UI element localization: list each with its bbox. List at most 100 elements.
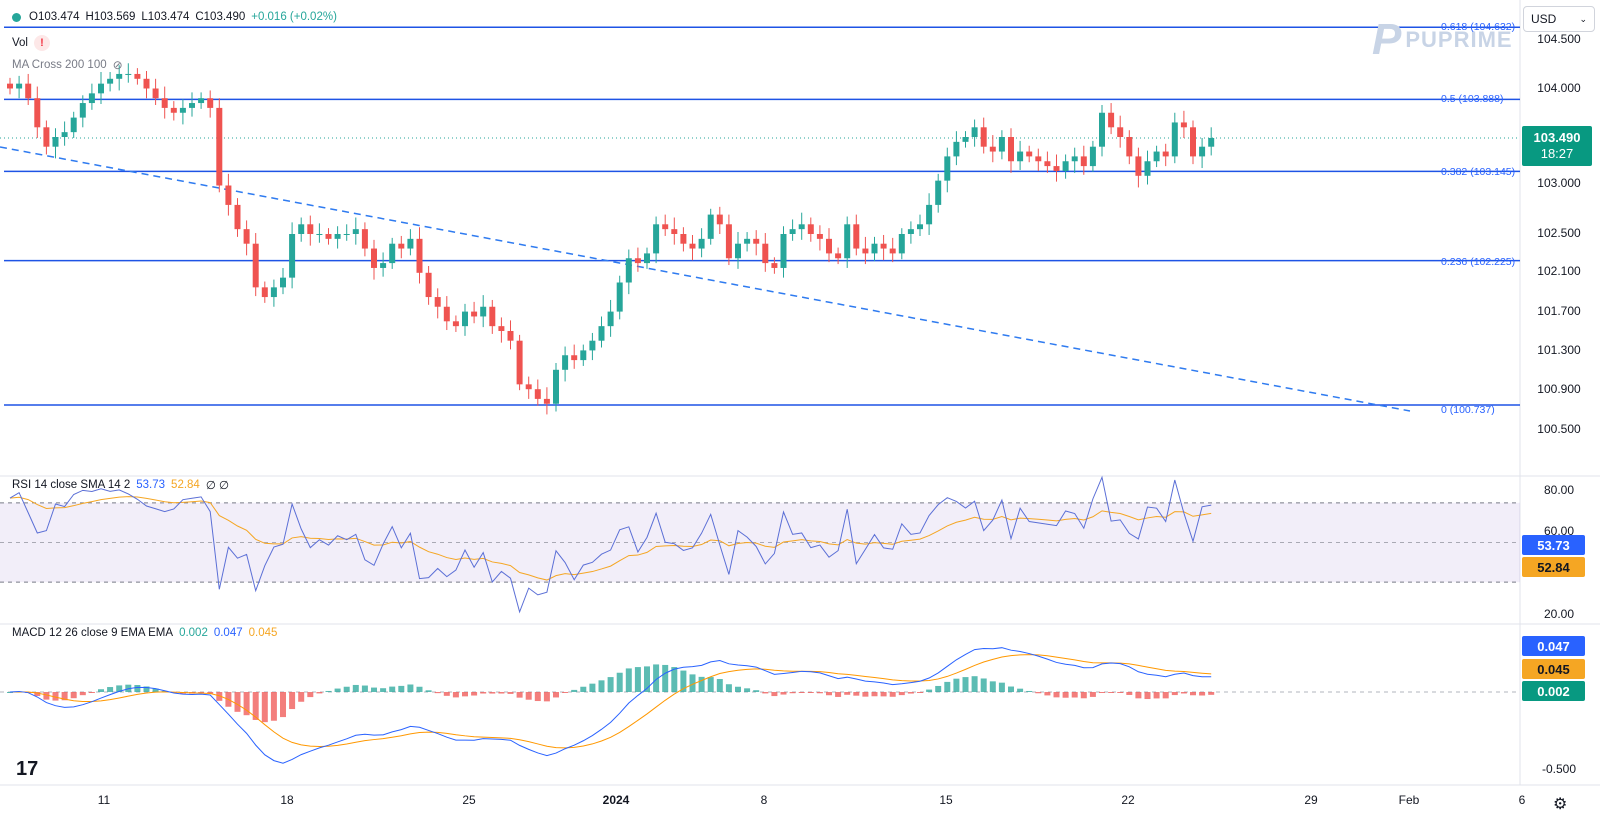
macd-histogram-bar: [389, 686, 396, 692]
macd-histogram-bar: [689, 674, 696, 692]
candle-body: [1080, 156, 1087, 167]
macd-histogram-bar: [289, 692, 296, 710]
candle-body: [507, 331, 514, 341]
candle-body: [452, 321, 459, 327]
candle-body: [516, 340, 523, 385]
candle-body: [52, 137, 59, 147]
candle-body: [1108, 112, 1115, 128]
macd-histogram-bar: [1062, 692, 1069, 698]
candle-body: [1062, 161, 1069, 171]
current-price-tag: 103.490 18:27: [1522, 126, 1592, 166]
change-value: +0.016 (+0.02%): [251, 11, 337, 23]
macd-histogram-bar: [143, 686, 150, 692]
macd-histogram-bar: [917, 692, 923, 693]
fib-label: 0.382 (103.145): [1441, 166, 1516, 178]
candle-body: [589, 340, 596, 351]
time-tick: 2024: [602, 793, 630, 807]
macd-histogram-bar: [525, 692, 532, 700]
candle-body: [871, 243, 878, 254]
candle-body: [989, 146, 996, 152]
candle-body: [325, 234, 332, 239]
macd-histogram-bar: [1144, 692, 1151, 700]
macd-histogram-bar: [898, 692, 905, 696]
rsi-legend[interactable]: RSI 14 close SMA 14 2 53.73 52.84 ∅ ∅: [12, 478, 229, 492]
macd-histogram-bar: [553, 692, 559, 698]
currency-dropdown[interactable]: USD ⌄: [1523, 6, 1595, 32]
macd-histogram-bar: [1080, 692, 1087, 699]
candle-body: [1053, 166, 1060, 171]
candle-body: [416, 238, 423, 273]
macd-hist-tag: 0.002: [1522, 681, 1585, 701]
ma-cross-legend[interactable]: MA Cross 200 100 ⊘: [12, 58, 123, 72]
macd-histogram-bar: [962, 677, 969, 692]
macd-histogram-bar: [480, 692, 487, 694]
macd-histogram-bar: [771, 692, 778, 697]
macd-histogram-bar: [707, 677, 714, 692]
candle-body: [216, 107, 223, 186]
macd-histogram-bar: [862, 692, 869, 697]
macd-histogram-bar: [34, 692, 41, 696]
hidden-eye-icon[interactable]: ⊘: [112, 58, 123, 72]
macd-histogram-bar: [616, 672, 623, 692]
candle-body: [725, 224, 732, 259]
macd-histogram-bar: [653, 664, 660, 692]
macd-histogram-bar: [998, 682, 1005, 692]
macd-histogram-bar: [1026, 690, 1033, 692]
candle-body: [389, 243, 396, 264]
candle-body: [61, 132, 68, 137]
fib-label: 0.5 (103.888): [1441, 93, 1504, 105]
vol-legend[interactable]: Vol !: [12, 35, 50, 51]
macd-histogram-bar: [980, 678, 987, 692]
candle-body: [371, 248, 377, 268]
macd-histogram-bar: [1171, 692, 1178, 696]
candle-body: [462, 311, 468, 327]
currency-label: USD: [1531, 12, 1557, 26]
warning-icon[interactable]: !: [34, 35, 50, 51]
candle-body: [689, 243, 696, 249]
candle-body: [352, 229, 359, 234]
macd-histogram-bar: [443, 692, 450, 696]
candle-body: [125, 73, 132, 75]
macd-histogram-bar: [507, 692, 514, 694]
macd-histogram-bar: [1208, 692, 1215, 695]
macd-tick: -0.500: [1541, 762, 1577, 776]
macd-legend[interactable]: MACD 12 26 close 9 EMA EMA 0.002 0.047 0…: [12, 627, 277, 639]
macd-line-value: 0.047: [213, 627, 243, 639]
macd-histogram-bar: [671, 667, 678, 692]
candle-body: [70, 117, 77, 133]
macd-histogram-bar: [134, 685, 141, 692]
macd-histogram-bar: [152, 688, 159, 692]
candle-body: [525, 384, 532, 390]
candle-body: [1044, 161, 1051, 167]
price-tick: 102.500: [1537, 226, 1581, 240]
candle-body: [962, 137, 969, 142]
macd-signal-tag: 0.045: [1522, 659, 1585, 679]
macd-histogram-bar: [844, 692, 851, 695]
candle-body: [844, 224, 851, 259]
macd-histogram-bar: [398, 685, 405, 692]
macd-histogram-bar: [571, 689, 578, 692]
candle-body: [1153, 151, 1160, 162]
candle-body: [134, 73, 141, 79]
macd-histogram-bar: [935, 685, 942, 692]
time-tick: 11: [97, 793, 111, 807]
rsi-tick: 60.00: [1543, 524, 1575, 538]
candle-body: [1144, 161, 1151, 176]
macd-histogram-bar: [88, 692, 95, 693]
rsi-value: 53.73: [136, 479, 166, 491]
tradingview-logo[interactable]: 17: [16, 758, 39, 780]
candle-body: [926, 204, 933, 225]
macd-histogram-bar: [780, 692, 787, 695]
price-tick: 100.900: [1537, 382, 1581, 396]
macd-histogram-bar: [270, 692, 277, 721]
gear-icon[interactable]: ⚙: [1553, 796, 1568, 813]
macd-signal-value: 0.045: [248, 627, 278, 639]
candle-body: [816, 234, 823, 239]
candle-body: [534, 389, 541, 399]
price-tick: 101.300: [1537, 343, 1581, 357]
macd-histogram-bar: [625, 668, 632, 692]
macd-histogram-bar: [489, 692, 496, 694]
macd-histogram-bar: [1199, 692, 1206, 696]
rsi-tick: 20.00: [1543, 607, 1575, 621]
